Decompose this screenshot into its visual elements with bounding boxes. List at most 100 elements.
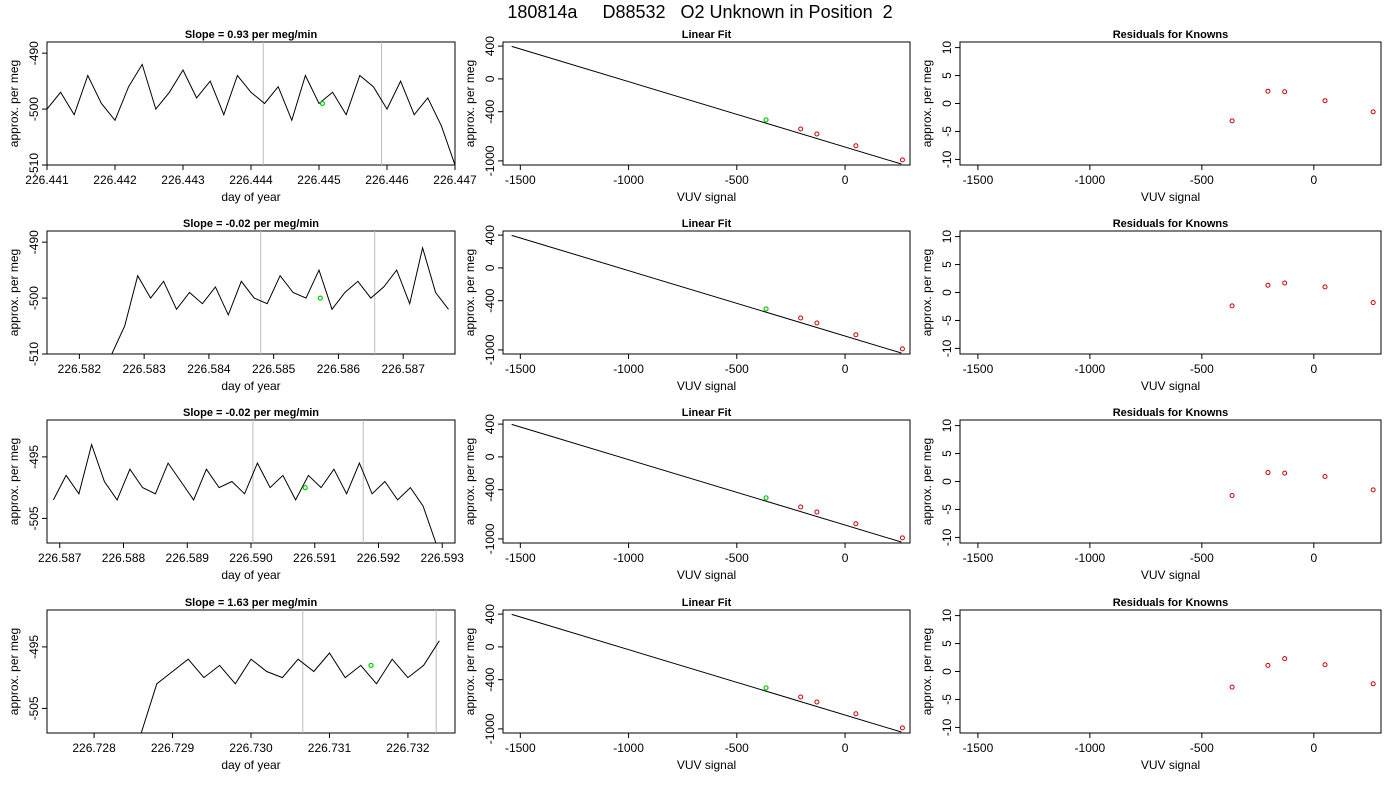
x-tick-label: 226.587: [381, 362, 425, 376]
y-axis-label: approx. per meg: [920, 438, 934, 525]
known-point: [798, 126, 804, 132]
trace-line: [52, 442, 437, 543]
residual-point: [1229, 492, 1235, 498]
x-tick-label: 226.585: [252, 362, 296, 376]
y-tick-label: -495: [27, 445, 41, 469]
y-axis-label: approx. per meg: [7, 60, 21, 147]
x-tick-label: 226.729: [151, 741, 195, 755]
y-tick-label: -510: [27, 153, 41, 177]
trace-line: [47, 63, 455, 165]
x-axis-label: VUV signal: [1141, 568, 1200, 582]
unknown-marker: [368, 662, 374, 668]
y-tick-label: 10: [940, 230, 954, 244]
x-tick-label: 226.445: [297, 173, 341, 187]
y-tick-label: -505: [27, 506, 41, 530]
y-tick-label: -1000: [483, 713, 497, 744]
known-point: [899, 346, 905, 352]
y-tick-label: 0: [940, 478, 954, 485]
x-tick-label: -1000: [1075, 741, 1106, 755]
y-tick-label: -10: [940, 718, 954, 736]
y-tick-label: -1000: [483, 523, 497, 554]
unknown-marker: [319, 100, 325, 107]
residual-point: [1265, 282, 1271, 288]
residual-point: [1322, 284, 1328, 290]
x-tick-label: -1000: [613, 741, 644, 755]
chart-panel: Slope = 0.93 per meg/min 226.441 226.442 22…: [7, 29, 477, 204]
chart-panel: Residuals for Knowns -1500 -1000 -500 0 VUV s…: [920, 218, 1382, 393]
chart-title: Residuals for Knowns: [1113, 218, 1229, 230]
x-tick-label: -1000: [1075, 551, 1106, 565]
chart-title: Residuals for Knowns: [1113, 407, 1229, 419]
x-tick-label: 226.731: [308, 741, 352, 755]
y-tick-label: 10: [940, 609, 954, 623]
y-axis-label: approx. per meg: [7, 249, 21, 336]
plot-area: [140, 610, 440, 733]
known-point: [853, 521, 859, 527]
residual-point: [1282, 656, 1288, 662]
x-tick-label: -1500: [505, 741, 536, 755]
x-tick-label: -1000: [1075, 362, 1106, 376]
plot-area: [511, 613, 905, 733]
x-tick-label: 226.593: [421, 551, 465, 565]
x-tick-label: 226.446: [365, 173, 409, 187]
residual-point: [1370, 681, 1376, 687]
known-point: [814, 509, 820, 515]
x-tick-label: -1500: [963, 362, 994, 376]
plot-frame: [502, 41, 911, 166]
trace-line: [140, 640, 440, 733]
page-title: 180814a D88532 O2 Unknown in Position 2: [507, 2, 893, 22]
y-tick-label: 0: [483, 75, 497, 82]
residual-point: [1265, 88, 1271, 94]
chart-panel: Residuals for Knowns -1500 -1000 -500 0 VUV s…: [920, 407, 1382, 582]
chart-title: Residuals for Knowns: [1113, 597, 1229, 609]
y-tick-label: -5: [940, 315, 954, 326]
plot-area: [1229, 656, 1376, 690]
chart-panel: Slope = 1.63 per meg/min 226.728 226.729 22…: [7, 597, 456, 772]
y-tick-label: 0: [940, 668, 954, 675]
y-tick-label: 5: [940, 72, 954, 79]
x-tick-label: -500: [725, 741, 749, 755]
y-tick-label: 0: [940, 289, 954, 296]
y-tick-label: 5: [940, 261, 954, 268]
residual-point: [1282, 89, 1288, 95]
y-axis-label: approx. per meg: [920, 249, 934, 336]
plot-area: [1229, 88, 1376, 124]
x-axis-label: VUV signal: [1141, 379, 1200, 393]
x-tick-label: 226.584: [187, 362, 231, 376]
plot-frame: [959, 41, 1382, 166]
y-tick-label: -510: [27, 342, 41, 366]
known-point: [814, 131, 820, 137]
x-tick-label: -500: [1190, 741, 1214, 755]
plot-area: [47, 42, 455, 165]
y-axis-label: approx. per meg: [463, 628, 477, 715]
y-tick-label: -500: [27, 97, 41, 121]
plot-area: [511, 234, 905, 354]
residual-point: [1229, 118, 1235, 124]
y-tick-label: -500: [27, 286, 41, 310]
y-tick-label: 0: [483, 264, 497, 271]
fit-line: [511, 234, 902, 354]
plot-frame: [959, 609, 1382, 734]
chart-panel: Slope = -0.02 per meg/min 226.587 226.588 2…: [7, 407, 464, 582]
x-axis-label: VUV signal: [1141, 190, 1200, 204]
chart-panel: Linear Fit -1500 -1000 -500 0 VUV signal 400 0 -…: [463, 597, 911, 772]
x-tick-label: -1500: [963, 551, 994, 565]
known-point: [798, 694, 804, 700]
x-tick-label: -1500: [505, 551, 536, 565]
x-tick-label: -500: [1190, 173, 1214, 187]
chart-title: Residuals for Knowns: [1113, 29, 1229, 41]
x-axis-label: VUV signal: [677, 758, 736, 772]
residual-point: [1229, 684, 1235, 690]
y-tick-label: 0: [483, 453, 497, 460]
y-axis-label: approx. per meg: [463, 60, 477, 147]
plot-frame: [46, 230, 456, 355]
x-tick-label: 0: [842, 551, 849, 565]
x-tick-label: -500: [725, 362, 749, 376]
plot-area: [1229, 470, 1376, 498]
chart-panel: Slope = -0.02 per meg/min 226.582 226.583 2…: [7, 218, 456, 393]
x-tick-label: -500: [1190, 362, 1214, 376]
y-axis-label: approx. per meg: [7, 438, 21, 525]
x-tick-label: 0: [1310, 741, 1317, 755]
x-axis-label: day of year: [221, 379, 280, 393]
y-tick-label: 10: [940, 419, 954, 433]
